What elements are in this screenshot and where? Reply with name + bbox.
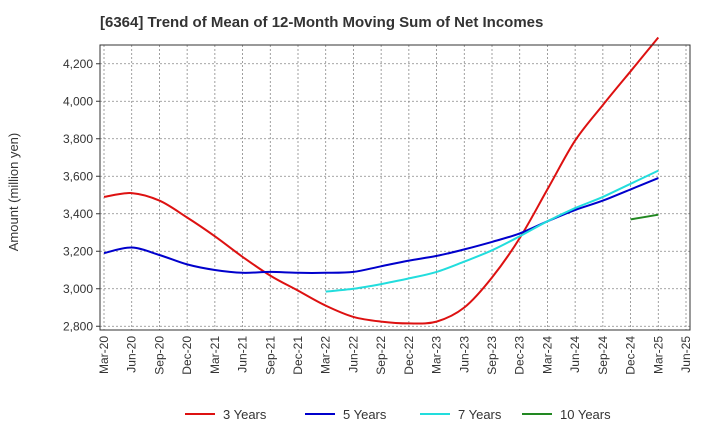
y-tick-label: 4,200 bbox=[63, 57, 93, 71]
x-tick-label: Sep-20 bbox=[152, 336, 166, 375]
legend-label-3-years: 3 Years bbox=[223, 407, 267, 422]
x-tick-label: Sep-24 bbox=[596, 336, 610, 375]
axes: Mar-20 Jun-20 Sep-20 Dec-20 Mar-21 Jun-21 Sep-… bbox=[63, 44, 693, 375]
x-tick-label: Mar-22 bbox=[319, 336, 333, 374]
series-line-3-years bbox=[103, 36, 660, 325]
x-tick-label: Sep-23 bbox=[485, 336, 499, 375]
x-tick-label: Dec-24 bbox=[624, 336, 638, 375]
y-tick-label: 3,200 bbox=[63, 244, 93, 258]
series-lines bbox=[103, 36, 660, 325]
x-tick-label: Sep-22 bbox=[374, 336, 388, 375]
y-tick-label: 3,800 bbox=[63, 132, 93, 146]
legend-label-5-years: 5 Years bbox=[343, 407, 387, 422]
legend-label-10-years: 10 Years bbox=[560, 407, 611, 422]
grid-lines bbox=[100, 45, 690, 330]
y-tick-label: 4,000 bbox=[63, 94, 93, 108]
x-tick-label: Jun-23 bbox=[457, 336, 471, 373]
y-tick-label: 3,000 bbox=[63, 282, 93, 296]
y-tick-label: 3,400 bbox=[63, 207, 93, 221]
x-tick-label: Dec-23 bbox=[513, 336, 527, 375]
x-tick-label: Mar-25 bbox=[651, 336, 665, 374]
x-tick-label: Jun-25 bbox=[679, 336, 693, 373]
plot-background bbox=[100, 45, 690, 330]
x-tick-label: Jun-21 bbox=[236, 336, 250, 373]
x-tick-label: Mar-24 bbox=[540, 336, 554, 374]
y-tick-label: 2,800 bbox=[63, 319, 93, 333]
series-line-5-years bbox=[103, 177, 659, 274]
y-tick-label: 3,600 bbox=[63, 169, 93, 183]
x-tick-label: Mar-20 bbox=[97, 336, 111, 374]
legend: 3 Years 5 Years 7 Years 10 Years bbox=[185, 407, 611, 422]
x-tick-label: Dec-20 bbox=[180, 336, 194, 375]
x-tick-label: Jun-24 bbox=[568, 336, 582, 373]
series-line-7-years bbox=[325, 169, 659, 293]
x-tick-label: Jun-20 bbox=[125, 336, 139, 373]
series-line-10-years bbox=[630, 213, 659, 221]
legend-label-7-years: 7 Years bbox=[458, 407, 502, 422]
y-axis-label: Amount (million yen) bbox=[6, 133, 21, 252]
chart-title: [6364] Trend of Mean of 12-Month Moving … bbox=[100, 14, 544, 31]
x-tick-label: Sep-21 bbox=[263, 336, 277, 375]
x-tick-label: Mar-23 bbox=[430, 336, 444, 374]
x-tick-label: Dec-22 bbox=[402, 336, 416, 375]
x-tick-label: Mar-21 bbox=[208, 336, 222, 374]
x-tick-label: Jun-22 bbox=[346, 336, 360, 373]
plot-frame bbox=[99, 44, 691, 331]
plot-area bbox=[100, 45, 690, 330]
x-tick-label: Dec-21 bbox=[291, 336, 305, 375]
